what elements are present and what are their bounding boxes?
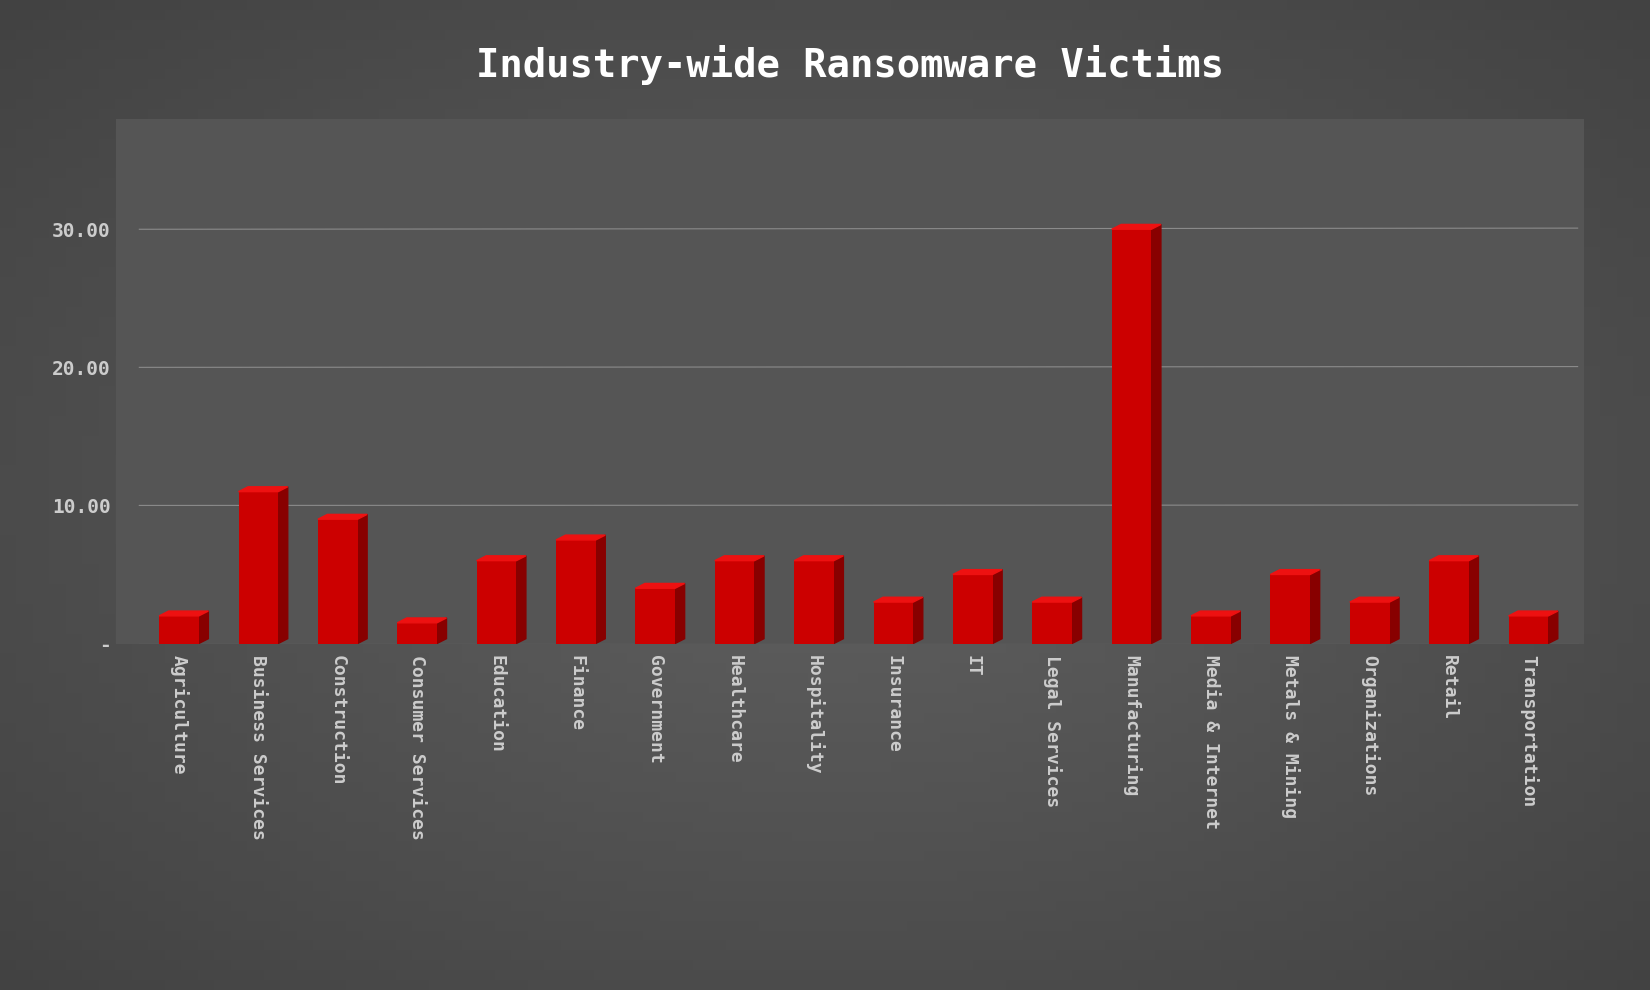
- Polygon shape: [1389, 597, 1399, 644]
- Polygon shape: [675, 583, 685, 644]
- Polygon shape: [1508, 611, 1558, 616]
- Polygon shape: [1231, 611, 1241, 644]
- Polygon shape: [1191, 611, 1241, 616]
- Polygon shape: [158, 611, 208, 616]
- Polygon shape: [1350, 597, 1399, 602]
- Polygon shape: [437, 618, 447, 644]
- Bar: [398, 623, 437, 644]
- Polygon shape: [1310, 569, 1320, 644]
- Bar: [1350, 602, 1389, 644]
- Polygon shape: [873, 597, 922, 602]
- Bar: [1270, 574, 1310, 644]
- Title: Industry-wide Ransomware Victims: Industry-wide Ransomware Victims: [475, 46, 1224, 85]
- Polygon shape: [1072, 597, 1081, 644]
- Polygon shape: [358, 515, 368, 644]
- Bar: [318, 519, 358, 644]
- Polygon shape: [239, 487, 287, 492]
- Polygon shape: [754, 555, 764, 644]
- Polygon shape: [1152, 225, 1162, 644]
- Bar: [1508, 616, 1548, 644]
- Bar: [635, 588, 675, 644]
- Bar: [556, 540, 596, 644]
- Polygon shape: [635, 583, 685, 588]
- Polygon shape: [516, 555, 526, 644]
- Polygon shape: [1548, 611, 1558, 644]
- Polygon shape: [1112, 225, 1162, 230]
- Polygon shape: [1270, 569, 1320, 574]
- Polygon shape: [1429, 555, 1478, 560]
- Bar: [714, 560, 754, 644]
- Polygon shape: [1468, 555, 1478, 644]
- Polygon shape: [279, 487, 287, 644]
- Polygon shape: [596, 536, 606, 644]
- Polygon shape: [200, 611, 208, 644]
- Bar: [158, 616, 200, 644]
- Polygon shape: [1033, 597, 1081, 602]
- Polygon shape: [714, 555, 764, 560]
- Bar: [954, 574, 993, 644]
- Bar: [873, 602, 912, 644]
- Polygon shape: [556, 536, 606, 540]
- Bar: [1033, 602, 1073, 644]
- Polygon shape: [318, 515, 368, 519]
- Polygon shape: [912, 597, 922, 644]
- Polygon shape: [993, 569, 1002, 644]
- Bar: [477, 560, 516, 644]
- Bar: [1429, 560, 1469, 644]
- Bar: [1191, 616, 1231, 644]
- Polygon shape: [833, 555, 843, 644]
- Bar: [239, 492, 279, 644]
- Polygon shape: [954, 569, 1002, 574]
- Bar: [794, 560, 833, 644]
- Polygon shape: [477, 555, 526, 560]
- Polygon shape: [398, 618, 447, 623]
- Polygon shape: [794, 555, 843, 560]
- Bar: [1112, 230, 1152, 644]
